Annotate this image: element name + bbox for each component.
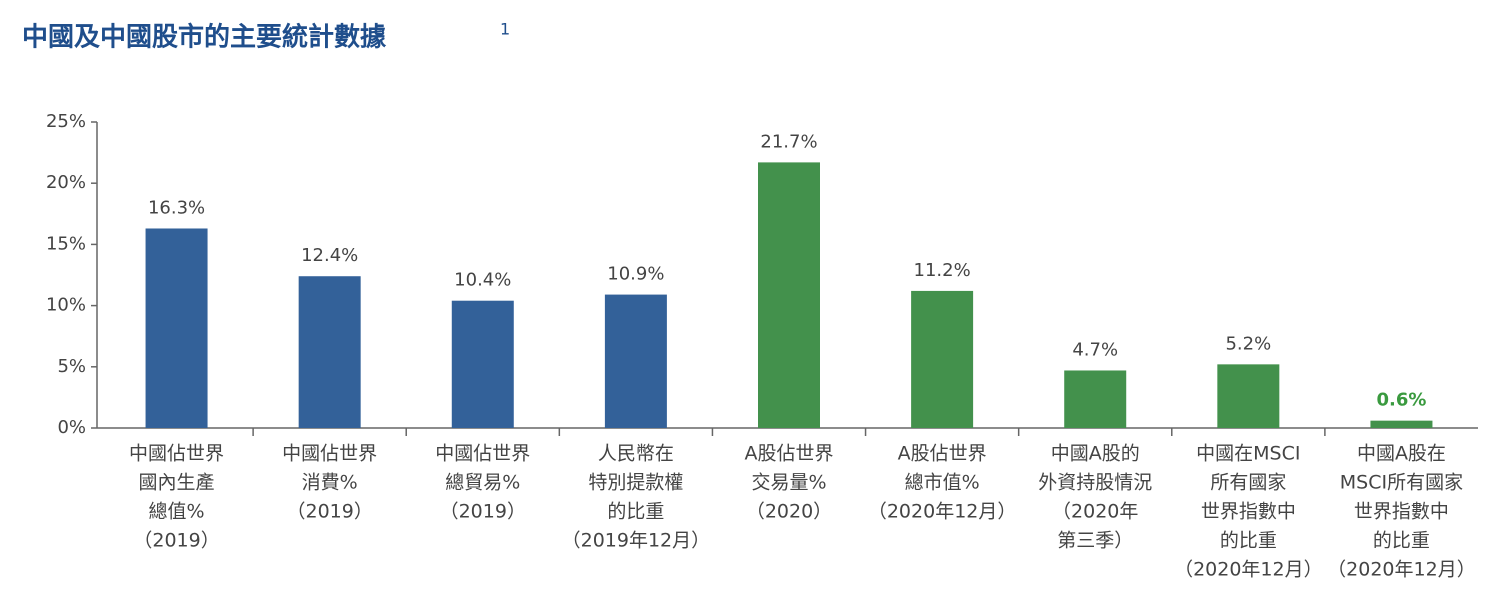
title-note: 1 [500,20,510,39]
x-tick-label: 中國佔世界 [435,443,530,465]
y-tick-label: 15% [46,233,86,254]
x-tick-label: 交易量% [751,472,826,494]
x-tick-label: 總市值% [905,472,980,494]
bar [604,294,667,428]
x-tick-label: 的比重 [607,501,664,523]
x-tick-label: （2020年12月） [1327,559,1476,581]
value-label: 10.4% [454,270,511,291]
bar [1064,370,1127,428]
x-tick-label: （2019） [440,501,526,523]
x-tick-label: （2019） [286,501,372,523]
bar [758,162,820,428]
bar [298,276,361,428]
value-label: 21.7% [760,131,817,152]
x-tick-label: MSCI所有國家 [1340,472,1463,494]
x-tick-label: （2020年 [1052,501,1138,523]
x-tick-label: 總值% [149,501,205,523]
x-tick-label: （2020年12月） [1174,559,1323,581]
x-tick-label: 特別提款權 [588,472,683,494]
x-tick-label: 中國佔世界 [129,443,224,465]
bar [451,300,514,428]
x-tick-label: 的比重 [1373,530,1430,552]
value-label: 16.3% [148,197,205,218]
value-label: 5.2% [1225,333,1271,354]
x-tick-label: 中國A股在 [1357,443,1446,465]
x-tick-label: （2019） [133,530,219,552]
bar [145,228,208,428]
value-label: 10.9% [607,264,664,285]
x-tick-label: 世界指數中 [1354,501,1449,523]
x-tick-label: 消費% [302,472,358,494]
x-tick-label: 外資持股情況 [1038,472,1152,494]
x-tick-label: 所有國家 [1210,472,1286,494]
y-tick-label: 10% [46,295,86,316]
x-tick-label: 中國佔世界 [282,443,377,465]
chart-title: 中國及中國股市的主要統計數據 [22,22,387,53]
value-label: 0.6% [1376,390,1426,411]
x-tick-label: （2020） [746,501,832,523]
x-tick-label: 中國A股的 [1051,443,1140,465]
value-label: 11.2% [914,260,971,281]
bar [911,290,974,428]
y-tick-label: 25% [46,111,86,132]
y-tick-label: 0% [57,417,86,438]
value-label: 12.4% [301,245,358,266]
y-tick-label: 5% [57,356,86,377]
x-tick-label: 人民幣在 [598,443,674,465]
x-tick-label: 國內生產 [139,472,215,494]
x-tick-label: （2019年12月） [562,530,711,552]
bar [1370,420,1433,428]
x-tick-label: 中國在MSCI [1196,443,1300,465]
x-tick-label: （2020年12月） [868,501,1017,523]
y-tick-label: 20% [46,172,86,193]
x-tick-label: A股佔世界 [898,443,987,465]
x-tick-label: 第三季） [1057,530,1133,552]
x-tick-label: 的比重 [1220,530,1277,552]
x-tick-label: 總貿易% [445,472,520,494]
x-tick-label: A股佔世界 [745,443,834,465]
value-label: 4.7% [1072,339,1118,360]
bar [1217,364,1280,428]
x-tick-label: 世界指數中 [1201,501,1296,523]
